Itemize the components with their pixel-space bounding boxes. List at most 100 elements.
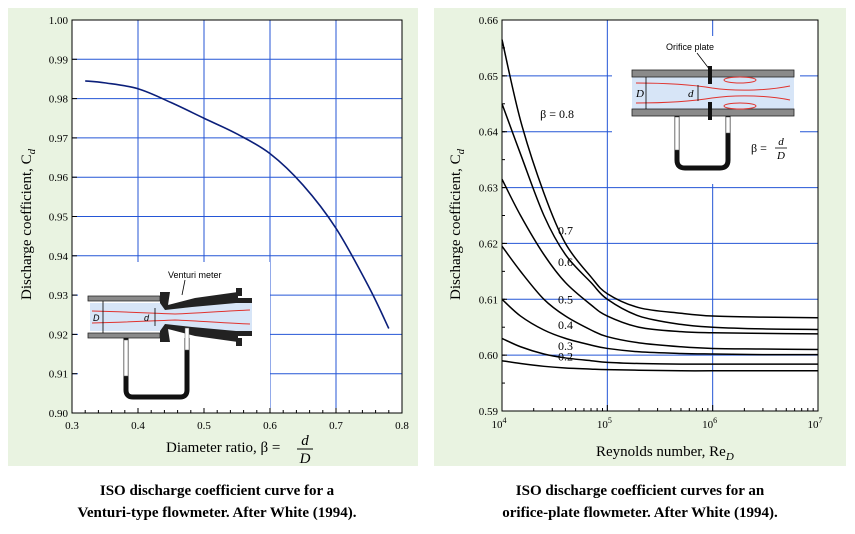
orifice-inset-label: Orifice plate — [666, 42, 714, 52]
venturi-label-d: d — [144, 313, 150, 323]
venturi-x-tick-label: 0.4 — [131, 420, 145, 432]
venturi-x-axis-label: Diameter ratio, β = — [166, 440, 280, 456]
venturi-streamline — [91, 319, 251, 325]
venturi-manometer-left-column — [123, 339, 129, 377]
venturi-label-D: D — [93, 313, 100, 323]
orifice-series — [501, 39, 819, 372]
orifice-curve-labels: β = 0.8 0.7 0.6 0.5 0.4 0.30.2 — [540, 107, 574, 364]
venturi-caption-line1: ISO discharge coefficient curve for a — [99, 483, 335, 499]
orifice-y-tick-label: 0.65 — [479, 71, 499, 83]
venturi-manometer-right-column — [184, 327, 190, 351]
venturi-y-tick-label: 0.97 — [49, 133, 69, 145]
orifice-beta-curve — [501, 103, 819, 331]
orifice-plot-frame — [501, 19, 819, 412]
orifice-x-tick-label: 106 — [702, 416, 717, 431]
venturi-y-axis-label-sub: d — [26, 148, 38, 154]
orifice-caption-line2: orifice-plate flowmeter. After White (19… — [502, 505, 778, 521]
orifice-flow-region — [632, 77, 794, 109]
venturi-converging-top — [160, 292, 252, 310]
venturi-y-tick-label: 0.93 — [49, 290, 69, 302]
venturi-y-tick-label: 0.98 — [49, 94, 69, 106]
venturi-y-tick-label: 0.99 — [49, 54, 69, 66]
venturi-x-frac-den: D — [299, 451, 311, 467]
orifice-beta-curve — [501, 359, 818, 372]
orifice-y-tick-label: 0.60 — [479, 350, 499, 362]
venturi-flange-bottom — [236, 338, 242, 346]
orifice-manometer-left-column — [674, 116, 680, 151]
venturi-y-tick-label: 0.92 — [49, 329, 68, 341]
orifice-y-tick-label: 0.64 — [479, 127, 499, 139]
venturi-y-tick-label: 1.00 — [49, 15, 69, 27]
orifice-curve-label: 0.6 — [558, 255, 573, 269]
orifice-beta-curve — [501, 178, 819, 335]
orifice-beta-curve — [501, 298, 819, 356]
venturi-label-leader — [181, 279, 186, 296]
venturi-x-frac-num: d — [301, 433, 309, 449]
orifice-label-d: d — [688, 88, 694, 100]
orifice-beta-den: D — [776, 150, 785, 162]
venturi-meter-inset: Venturi meter D d — [78, 262, 270, 408]
venturi-y-tick-label: 0.96 — [49, 172, 69, 184]
venturi-cd-curve — [85, 80, 390, 329]
orifice-beta-curve — [501, 39, 819, 319]
orifice-streamline — [635, 95, 791, 104]
orifice-manometer-right-column — [725, 116, 731, 134]
venturi-series — [85, 80, 390, 329]
orifice-plate-inset: Orifice plate D d β = d D — [612, 36, 800, 184]
orifice-y-tick-label: 0.63 — [479, 183, 499, 195]
orifice-label-leader — [696, 52, 711, 71]
orifice-x-tick-label: 105 — [597, 416, 612, 431]
venturi-converging-bottom — [160, 324, 252, 342]
venturi-manometer — [123, 338, 190, 400]
orifice-y-tick-label: 0.66 — [479, 15, 499, 27]
venturi-x-tick-label: 0.6 — [263, 420, 277, 432]
venturi-x-tick-label: 0.7 — [329, 420, 343, 432]
venturi-caption: ISO discharge coefficient curve for a Ve… — [8, 480, 426, 524]
orifice-curve-label: 0.5 — [558, 293, 573, 307]
orifice-beta-eq: β = — [751, 141, 767, 155]
orifice-plate-bottom — [708, 102, 712, 120]
venturi-x-tick-label: 0.8 — [395, 420, 409, 432]
orifice-caption: ISO discharge coefficient curves for an … — [434, 480, 846, 524]
venturi-caption-line2: Venturi-type flowmeter. After White (199… — [77, 505, 357, 521]
orifice-beta-num: d — [778, 136, 784, 148]
orifice-x-axis-label-main: Reynolds number, Re — [596, 444, 726, 460]
orifice-curve-label: 0.3 — [558, 339, 573, 353]
orifice-chart: 104 105 106 107 0.59 0.60 0.61 0.62 0.63 0.64 0.65… — [448, 15, 823, 463]
orifice-wall-top — [631, 69, 795, 78]
venturi-wall-bottom-left — [87, 332, 161, 339]
orifice-plate-top — [708, 66, 712, 84]
orifice-y-tick-label: 0.62 — [479, 238, 498, 250]
venturi-streamline — [91, 309, 251, 315]
venturi-y-tick-label: 0.95 — [49, 212, 69, 224]
venturi-chart: 0.3 0.4 0.5 0.6 0.7 0.8 0.90 0.91 0.92 0.93 0.94 0.… — [19, 15, 409, 467]
venturi-plot-frame — [71, 19, 403, 414]
orifice-beta-curve — [501, 245, 819, 351]
venturi-x-tick-label: 0.3 — [65, 420, 79, 432]
venturi-wall-top-left — [87, 295, 161, 302]
venturi-y-tick-label: 0.91 — [49, 369, 68, 381]
orifice-x-tick-label: 107 — [808, 416, 823, 431]
orifice-caption-line1: ISO discharge coefficient curves for an — [515, 483, 765, 499]
venturi-x-tick-label: 0.5 — [197, 420, 211, 432]
orifice-wall-bottom — [631, 108, 795, 117]
orifice-eddy-bottom — [723, 102, 757, 110]
orifice-y-tick-label: 0.61 — [479, 294, 498, 306]
orifice-x-tick-label: 104 — [492, 416, 507, 431]
orifice-y-axis-label-main: Discharge coefficient, C — [448, 154, 464, 300]
orifice-x-axis-label-sub: D — [725, 451, 734, 463]
venturi-y-axis-label-main: Discharge coefficient, C — [19, 154, 35, 300]
venturi-flange-top — [236, 288, 242, 296]
venturi-y-tick-label: 0.90 — [49, 408, 69, 420]
venturi-inset-label: Venturi meter — [168, 270, 222, 280]
orifice-curve-label: 0.2 — [558, 350, 573, 364]
orifice-manometer — [674, 116, 731, 171]
orifice-curve-label: 0.7 — [558, 223, 573, 237]
figure-canvas: 0.3 0.4 0.5 0.6 0.7 0.8 0.90 0.91 0.92 0.93 0.94 0.… — [8, 8, 846, 467]
venturi-y-tick-label: 0.94 — [49, 251, 69, 263]
venturi-y-axis-label: Discharge coefficient, Cd — [19, 148, 38, 300]
orifice-beta-curve — [501, 337, 818, 365]
orifice-y-axis-label-sub: d — [455, 148, 467, 154]
orifice-y-axis-label: Discharge coefficient, Cd — [448, 148, 467, 300]
orifice-curve-label: β = 0.8 — [540, 107, 574, 121]
